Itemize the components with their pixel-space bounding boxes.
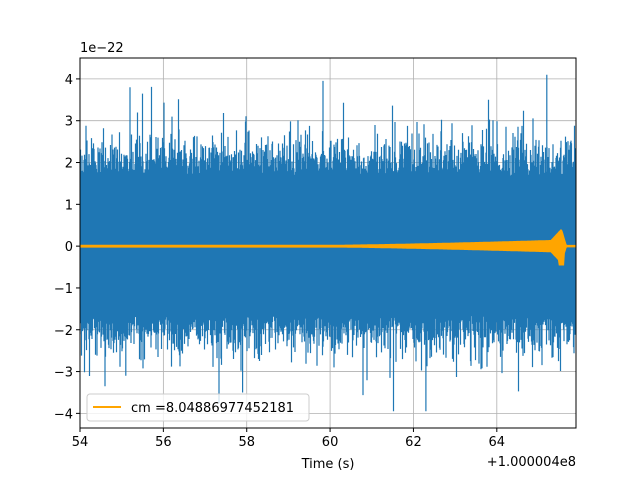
y-tick-label: 4 [65,73,73,88]
x-tick-label: 62 [405,435,422,450]
x-tick-label: 58 [238,435,255,450]
y-tick-label: −3 [54,366,73,381]
y-tick-label: −4 [54,407,73,422]
y-tick-label: −2 [54,324,73,339]
plot-frame [79,57,577,429]
y-tick-label: 0 [65,240,73,255]
legend-label: cm =8.04886977452181 [131,401,294,416]
y-tick-label: 1 [65,198,73,213]
legend-box [86,393,310,422]
x-tick-label: 56 [155,435,172,450]
x-axis-ticks: 54 56 58 60 62 64 [72,428,505,450]
x-tick-label: 54 [72,435,89,450]
y-tick-label: 3 [65,115,73,130]
x-tick-label: 64 [489,435,506,450]
chirp-series [80,228,576,266]
y-scale-label: 1e−22 [80,41,124,56]
y-tick-label: 2 [65,157,73,172]
y-axis-ticks: 4 3 2 1 0 −1 −2 −3 −4 [54,73,80,422]
x-axis-label: Time (s) [301,457,355,472]
series-layer [80,74,576,412]
y-tick-label: −1 [54,282,73,297]
legend: cm =8.04886977452181 [86,393,310,422]
x-offset-label: +1.000004e8 [487,455,576,470]
x-tick-label: 60 [322,435,339,450]
